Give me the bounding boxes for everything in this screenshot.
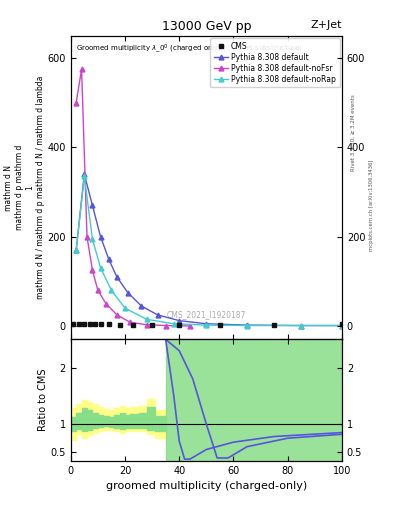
CMS: [107, 321, 111, 327]
Line: Pythia 8.308 default-noRap: Pythia 8.308 default-noRap: [74, 174, 344, 328]
Y-axis label: Ratio to CMS: Ratio to CMS: [38, 369, 48, 431]
Pythia 8.308 default-noRap: [123, 305, 127, 311]
Pythia 8.308 default: [82, 171, 86, 177]
X-axis label: groomed multiplicity (charged-only): groomed multiplicity (charged-only): [106, 481, 307, 491]
Pythia 8.308 default-noFsr: [163, 323, 168, 329]
Pythia 8.308 default-noRap: [299, 323, 303, 329]
Pythia 8.308 default-noFsr: [90, 267, 95, 273]
Text: CMS_2021_I1920187: CMS_2021_I1920187: [167, 311, 246, 319]
CMS: [340, 321, 344, 327]
Text: Z+Jet: Z+Jet: [310, 20, 342, 30]
Pythia 8.308 default-noRap: [82, 174, 86, 180]
CMS: [218, 322, 222, 328]
Text: Rivet 3.1.10, ≥ 3.2M events: Rivet 3.1.10, ≥ 3.2M events: [351, 95, 356, 172]
Pythia 8.308 default-noFsr: [128, 319, 133, 326]
CMS: [71, 321, 76, 327]
Pythia 8.308 default-noRap: [244, 323, 250, 329]
Title: 13000 GeV pp: 13000 GeV pp: [162, 20, 251, 33]
Pythia 8.308 default-noRap: [144, 316, 149, 323]
Text: Groomed multiplicity $\lambda\_0^0$ (charged only) (CMS jet substructure): Groomed multiplicity $\lambda\_0^0$ (cha…: [76, 42, 303, 55]
Y-axis label: mathrm d $\lambda$
mathrm d N
mathrm d p mathrm d
1
mathrm d N / mathrm d p math: mathrm d $\lambda$ mathrm d N mathrm d p…: [0, 76, 44, 300]
Pythia 8.308 default: [114, 274, 119, 280]
Legend: CMS, Pythia 8.308 default, Pythia 8.308 default-noFsr, Pythia 8.308 default-noRa: CMS, Pythia 8.308 default, Pythia 8.308 …: [210, 38, 340, 88]
Pythia 8.308 default: [244, 322, 250, 328]
Pythia 8.308 default-noRap: [74, 247, 79, 253]
Pythia 8.308 default-noFsr: [84, 233, 89, 240]
CMS: [131, 322, 136, 328]
Pythia 8.308 default: [177, 317, 182, 324]
Pythia 8.308 default: [340, 323, 344, 329]
Text: mcplots.cern.ch [arXiv:1306.3436]: mcplots.cern.ch [arXiv:1306.3436]: [369, 159, 374, 250]
Pythia 8.308 default-noRap: [109, 287, 114, 293]
CMS: [93, 321, 97, 327]
Pythia 8.308 default: [125, 289, 130, 295]
Pythia 8.308 default-noFsr: [79, 66, 84, 72]
Line: Pythia 8.308 default-noFsr: Pythia 8.308 default-noFsr: [74, 67, 193, 328]
Line: CMS: CMS: [71, 322, 344, 328]
CMS: [150, 322, 154, 328]
CMS: [117, 322, 122, 328]
Pythia 8.308 default-noFsr: [114, 312, 119, 318]
CMS: [177, 322, 182, 328]
Pythia 8.308 default-noFsr: [188, 323, 193, 329]
Pythia 8.308 default: [74, 247, 79, 253]
Pythia 8.308 default: [155, 312, 160, 318]
Pythia 8.308 default: [204, 321, 209, 327]
CMS: [87, 321, 92, 327]
Pythia 8.308 default: [107, 256, 111, 262]
Pythia 8.308 default-noFsr: [144, 322, 149, 328]
Pythia 8.308 default-noRap: [204, 322, 209, 328]
Pythia 8.308 default-noRap: [171, 321, 176, 327]
Pythia 8.308 default-noFsr: [104, 301, 108, 307]
Pythia 8.308 default-noFsr: [95, 287, 100, 293]
Pythia 8.308 default-noRap: [340, 323, 344, 329]
Pythia 8.308 default-noFsr: [74, 100, 79, 106]
Pythia 8.308 default-noRap: [98, 265, 103, 271]
CMS: [98, 321, 103, 327]
Line: Pythia 8.308 default: Pythia 8.308 default: [74, 172, 344, 328]
Pythia 8.308 default: [98, 233, 103, 240]
Pythia 8.308 default: [139, 303, 143, 309]
Pythia 8.308 default: [299, 323, 303, 329]
CMS: [82, 321, 86, 327]
CMS: [272, 322, 276, 328]
CMS: [77, 321, 81, 327]
Pythia 8.308 default: [90, 202, 95, 208]
Pythia 8.308 default-noRap: [90, 236, 95, 242]
